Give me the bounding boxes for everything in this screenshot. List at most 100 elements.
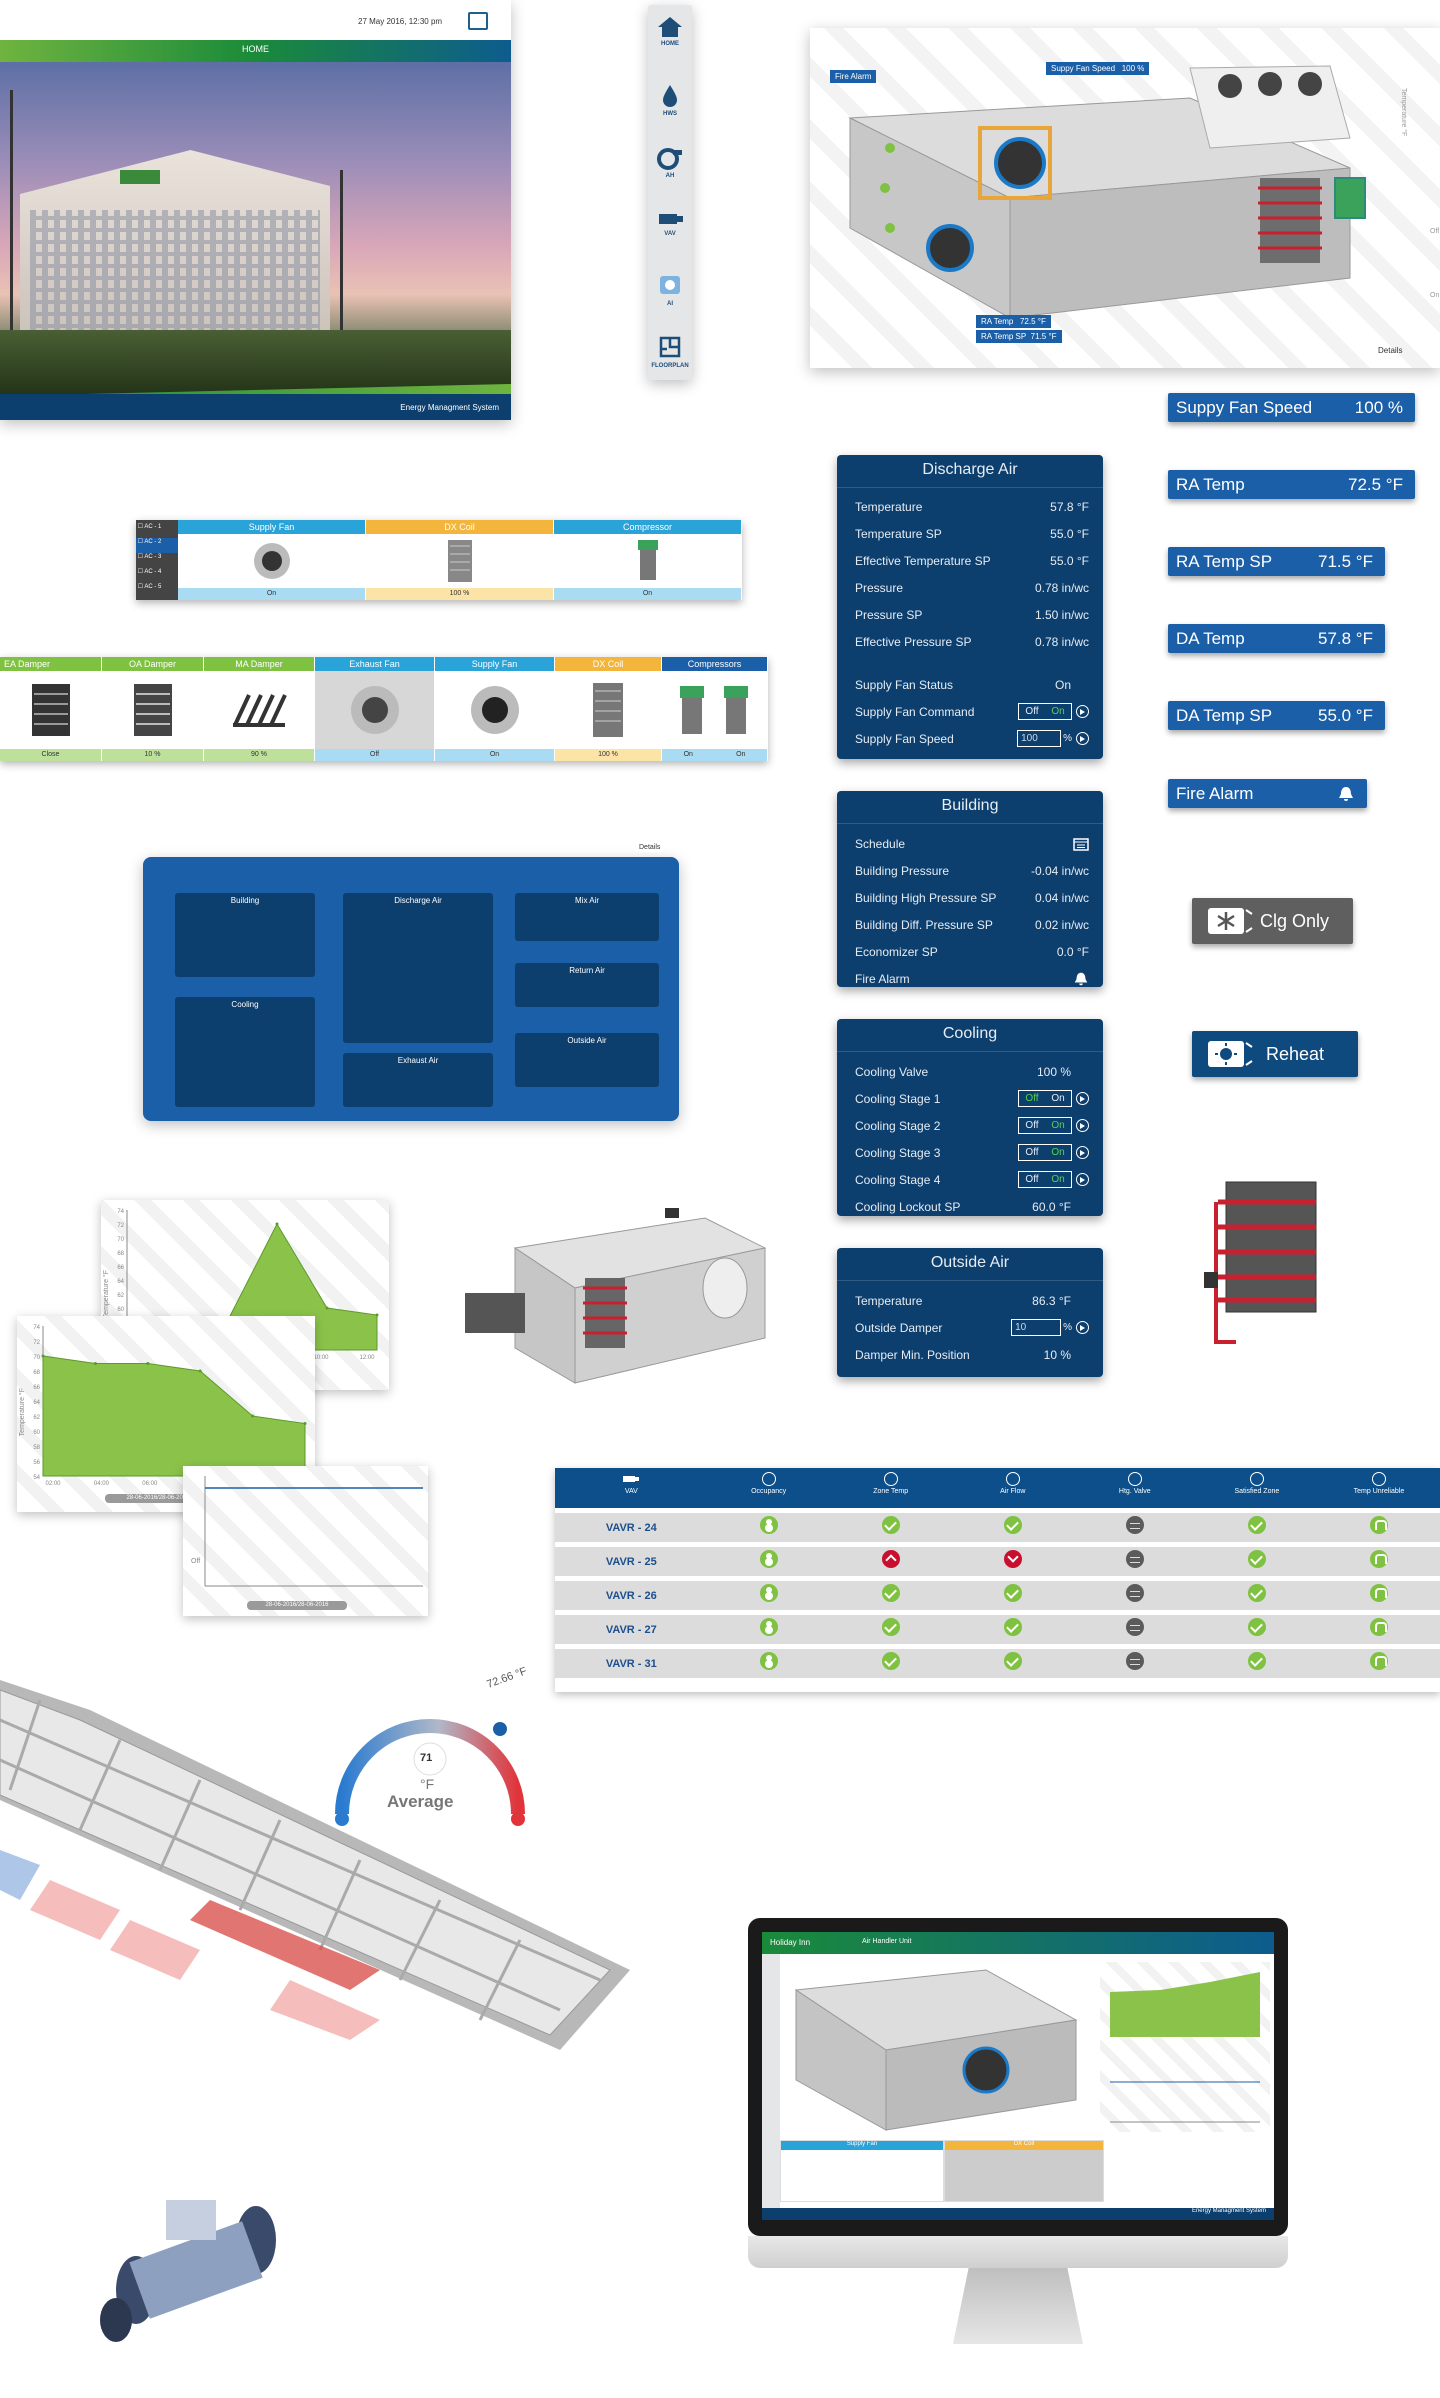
ra-temp-sp-tag[interactable]: RA Temp SP 71.5 °F xyxy=(976,330,1062,343)
unit-item[interactable]: ☐ AC - 5 xyxy=(136,584,162,590)
axis-label: Temperature °F xyxy=(1400,88,1407,137)
data-point xyxy=(303,1422,307,1425)
date-range[interactable]: 28-06-2016/28-06-2016 xyxy=(105,1494,211,1503)
stage-toggle[interactable]: Off On xyxy=(1018,1171,1072,1188)
fire-alarm-pill[interactable]: Fire Alarm xyxy=(1168,779,1367,808)
screen-dx-coil: DX Coil xyxy=(944,2140,1104,2202)
vav-name: VAVR - 26 xyxy=(605,1589,657,1602)
mini-cooling: Cooling xyxy=(175,997,315,1107)
nav-hws[interactable]: HWS xyxy=(648,83,692,117)
ok-status-icon xyxy=(1003,1618,1022,1636)
unit-item[interactable]: ☐ AC - 3 xyxy=(136,554,162,560)
monitor-screen: Holiday Inn Air Handler Unit Supply Fan … xyxy=(762,1932,1274,2220)
go-icon[interactable] xyxy=(1076,1146,1089,1159)
table-row[interactable]: VAVR - 31 xyxy=(555,1649,1440,1678)
go-icon[interactable] xyxy=(1076,1092,1089,1105)
occupancy-icon xyxy=(761,1472,776,1486)
stage-toggle[interactable]: Off On xyxy=(1018,1090,1072,1107)
unit-item[interactable]: ☐ AC - 4 xyxy=(136,569,162,575)
ra-temp-sp-pill[interactable]: RA Temp SP 71.5 °F xyxy=(1168,547,1385,576)
nav-label: HOME xyxy=(661,41,679,47)
x-tick: 10:00 xyxy=(313,1355,329,1361)
nav-vav[interactable]: VAV xyxy=(648,209,692,237)
ah-icon xyxy=(657,148,682,170)
nav-floorplan[interactable]: FLOORPLAN xyxy=(648,335,692,369)
valve-icon xyxy=(1127,1472,1142,1486)
floorplan-3d xyxy=(0,1680,630,2050)
ok-status-icon xyxy=(1003,1652,1022,1670)
go-icon[interactable] xyxy=(1076,1173,1089,1186)
oa-damper-cell[interactable]: OA Damper 10 % xyxy=(102,657,204,761)
damper-input[interactable]: 10 xyxy=(1011,1319,1062,1336)
date-range[interactable]: 28-06-2016/28-06-2016 xyxy=(247,1601,347,1610)
landscaping xyxy=(0,330,511,394)
stage-toggle[interactable]: Off On xyxy=(1018,1144,1072,1161)
ok-status-icon xyxy=(1247,1584,1266,1602)
data-point xyxy=(93,1362,97,1365)
clg-only-button[interactable]: Clg Only xyxy=(1192,898,1353,944)
table-row[interactable]: VAVR - 24 xyxy=(555,1513,1440,1542)
go-icon[interactable] xyxy=(1076,1119,1089,1132)
supply-fan-cell[interactable]: Supply Fan On xyxy=(178,520,366,600)
unit-item[interactable]: ☐ AC - 2 xyxy=(136,538,178,553)
data-point xyxy=(146,1362,150,1365)
fan-command-toggle[interactable]: Off On xyxy=(1018,703,1072,720)
dx-coil-cell[interactable]: DX Coil 100 % xyxy=(555,657,662,761)
calendar-icon[interactable] xyxy=(468,12,488,30)
vav-icon xyxy=(623,1476,640,1482)
gray-status-icon xyxy=(1125,1516,1144,1534)
home-tab[interactable]: HOME xyxy=(242,44,269,54)
bell-status-icon xyxy=(1369,1550,1388,1568)
gauge-label: Average xyxy=(387,1792,454,1811)
temperature-row: Temperature 86.3 °F xyxy=(855,1293,1071,1308)
table-row[interactable]: VAVR - 27 xyxy=(555,1615,1440,1644)
fire-alarm-tag[interactable]: Fire Alarm xyxy=(830,70,877,83)
occ-status-icon xyxy=(759,1652,778,1670)
data-row: Pressure 0.78 in/wc xyxy=(855,580,1089,595)
ra-temp-tag[interactable]: RA Temp 72.5 °F xyxy=(976,315,1051,328)
outside-damper-row: Outside Damper 10% xyxy=(837,1314,1103,1341)
screen-ahu xyxy=(794,1969,1078,2131)
data-row: Building High Pressure SP 0.04 in/wc xyxy=(855,890,1089,905)
fan-icon xyxy=(350,686,399,734)
air-icon xyxy=(660,276,680,294)
fan-speed-input[interactable]: 100 xyxy=(1017,730,1062,747)
go-icon[interactable] xyxy=(1076,732,1089,745)
data-row: Temperature SP 55.0 °F xyxy=(855,526,1089,541)
ok-status-icon xyxy=(1247,1550,1266,1568)
compressor-cell[interactable]: Compressor On xyxy=(554,520,742,600)
table-row[interactable]: VAVR - 26 xyxy=(555,1581,1440,1610)
supply-fan-cell[interactable]: Supply Fan On xyxy=(435,657,555,761)
da-temp-sp-pill[interactable]: DA Temp SP 55.0 °F xyxy=(1168,701,1385,730)
dx-coil-cell[interactable]: DX Coil 100 % xyxy=(366,520,554,600)
ra-temp-pill[interactable]: RA Temp 72.5 °F xyxy=(1168,470,1415,499)
reheat-button[interactable]: Reheat xyxy=(1192,1031,1358,1077)
ea-damper-cell[interactable]: EA Damper Close xyxy=(0,657,102,761)
supply-fan-speed-pill[interactable]: Suppy Fan Speed 100 % xyxy=(1168,393,1415,422)
go-icon[interactable] xyxy=(1076,1321,1089,1334)
nav-home[interactable]: HOME xyxy=(648,15,692,47)
nav-ah[interactable]: AH xyxy=(648,147,692,179)
supply-fan-speed-tag[interactable]: Suppy Fan Speed 100 % xyxy=(1046,62,1150,75)
details-link[interactable]: Details xyxy=(1378,346,1403,355)
ma-damper-cell[interactable]: MA Damper 90 % xyxy=(204,657,315,761)
sun-icon xyxy=(511,1812,525,1826)
x-tick: 02:00 xyxy=(45,1481,61,1487)
stage-toggle[interactable]: Off On xyxy=(1018,1117,1072,1134)
calendar-icon[interactable] xyxy=(1073,837,1089,851)
da-temp-pill[interactable]: DA Temp 57.8 °F xyxy=(1168,624,1385,653)
vav-status-table: VAV Occupancy Zone Temp Air Flow Htg. Va… xyxy=(555,1468,1440,1692)
unit-item[interactable]: ☐ AC - 1 xyxy=(136,524,162,530)
exhaust-fan-cell[interactable]: Exhaust Fan Off xyxy=(315,657,435,761)
bell-status-icon xyxy=(1369,1516,1388,1534)
table-row[interactable]: VAVR - 25 xyxy=(555,1547,1440,1576)
y-tick: 62 xyxy=(117,1293,124,1299)
details-link[interactable]: Details xyxy=(636,843,664,852)
mini-building: Building xyxy=(175,893,315,977)
compressors-cell[interactable]: Compressors On On xyxy=(662,657,768,761)
nav-label: HWS xyxy=(663,111,677,117)
gray-status-icon xyxy=(1125,1618,1144,1636)
nav-ai[interactable]: AI xyxy=(648,273,692,307)
y-tick: 66 xyxy=(33,1385,40,1391)
go-icon[interactable] xyxy=(1076,705,1089,718)
